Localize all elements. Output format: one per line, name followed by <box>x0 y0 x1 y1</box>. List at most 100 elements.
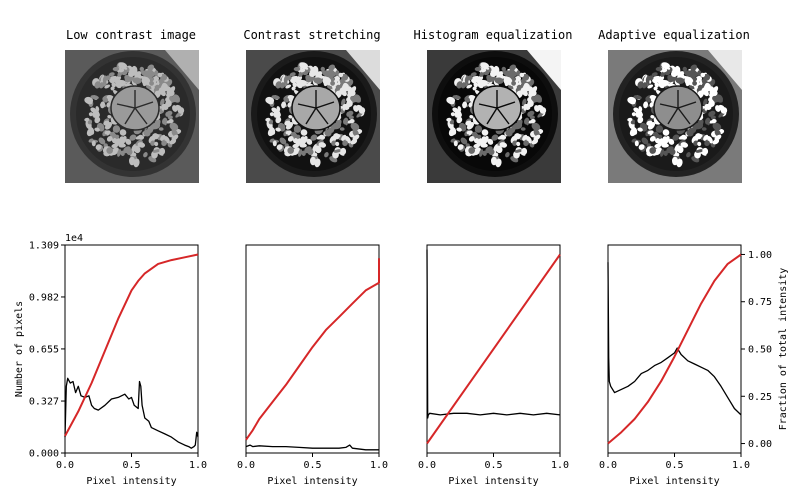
pebble <box>521 147 527 154</box>
cdf-line-contrast-stretching <box>245 258 380 441</box>
pebble <box>638 144 645 150</box>
pebble <box>654 147 662 156</box>
pebble <box>155 134 160 138</box>
pebble <box>505 129 513 137</box>
y2-tick-label: 0.25 <box>748 392 772 403</box>
pebble <box>457 144 464 150</box>
pebble <box>301 150 306 156</box>
pebble <box>295 134 301 140</box>
pebble <box>137 134 145 140</box>
pebble <box>169 139 177 145</box>
pebble <box>265 117 271 122</box>
pebble <box>662 68 668 73</box>
pebble <box>446 96 456 104</box>
pebble <box>450 112 455 117</box>
pebble <box>675 77 685 84</box>
pebble <box>353 105 359 112</box>
pebble <box>150 140 156 146</box>
cactus-ribs <box>659 90 697 125</box>
pebble <box>686 152 691 158</box>
pebble <box>120 136 127 145</box>
y-axis-label: Number of pixels <box>14 301 25 397</box>
pebble <box>298 149 303 157</box>
pebble <box>94 81 101 89</box>
pebble <box>521 89 528 97</box>
pebble <box>103 120 110 126</box>
pebble <box>672 134 680 141</box>
pebble <box>470 72 477 77</box>
pebble <box>111 75 119 83</box>
pebble <box>318 134 326 140</box>
pebble <box>712 139 720 145</box>
pebble <box>269 112 274 117</box>
pebble <box>488 148 495 156</box>
pebble <box>523 104 528 111</box>
pebble <box>720 107 728 114</box>
pebble <box>160 134 166 141</box>
cdf-line-low-contrast <box>64 253 199 437</box>
adaptive-equalized-image <box>608 50 742 183</box>
cactus-ribs <box>297 90 335 125</box>
thumb-corner-highlight <box>708 50 742 90</box>
x-tick-label: 0.0 <box>418 460 436 471</box>
pebble <box>462 101 468 109</box>
pebble <box>468 135 475 142</box>
pebble <box>333 149 342 153</box>
pebble <box>630 120 635 125</box>
pebble <box>314 158 321 168</box>
axes-frame-adaptive-equalization <box>607 244 742 454</box>
cdf-line-adaptive-equalization <box>607 253 742 445</box>
cactus-ribs <box>478 90 516 125</box>
pebble <box>328 64 336 71</box>
pebble <box>154 84 161 90</box>
low-contrast-image <box>65 50 199 183</box>
pebble <box>107 115 112 119</box>
pebble <box>143 152 148 158</box>
y2-tick-label: 0.75 <box>748 297 772 308</box>
pebble <box>493 152 499 157</box>
pebble <box>532 90 537 96</box>
pebble <box>655 66 663 72</box>
pebble <box>512 140 518 146</box>
pebble <box>120 150 125 156</box>
pebble <box>271 107 278 113</box>
panel-title: Low contrast image <box>65 28 197 42</box>
pebble <box>513 76 521 83</box>
pebble <box>494 77 504 84</box>
pebble <box>663 136 670 145</box>
x-tick-label: 0.5 <box>303 460 321 471</box>
pebble <box>343 118 348 126</box>
x-tick-label: 1.0 <box>189 460 207 471</box>
pebble <box>481 68 487 73</box>
pebble <box>474 138 480 143</box>
pebble <box>633 107 640 113</box>
pebble <box>324 152 329 158</box>
pebble <box>456 116 463 124</box>
pebble <box>457 106 462 112</box>
pebble <box>491 134 499 141</box>
pebble <box>166 86 172 93</box>
pebble <box>149 80 154 86</box>
pebble <box>132 77 142 84</box>
pebble <box>330 80 335 86</box>
pebble <box>342 104 347 111</box>
pebble <box>279 137 287 145</box>
y-tick-label: 0.655 <box>29 344 59 355</box>
pebble <box>293 138 299 143</box>
pebble <box>159 89 166 97</box>
pebble <box>701 127 707 131</box>
pebble <box>715 94 723 103</box>
y-tick-label: 0.327 <box>29 397 59 408</box>
x-tick-label: 0.0 <box>237 460 255 471</box>
pebble <box>499 142 508 148</box>
pebble <box>501 66 507 72</box>
pebble <box>631 112 636 117</box>
pebble <box>269 138 275 143</box>
panel-title: Histogram equalization <box>413 28 573 42</box>
pebble <box>327 69 334 75</box>
pebble <box>106 147 114 154</box>
pebble <box>479 149 484 157</box>
pebble <box>674 152 680 157</box>
pebble <box>340 147 346 154</box>
pebble <box>102 96 109 103</box>
